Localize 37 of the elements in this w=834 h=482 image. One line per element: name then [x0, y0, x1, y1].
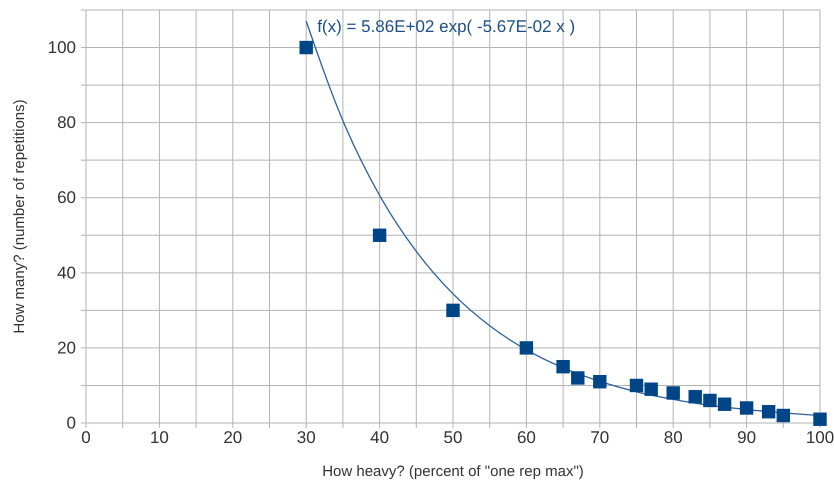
- x-tick-label: 30: [296, 428, 316, 448]
- y-tick-label: 20: [57, 338, 76, 358]
- x-tick-label: 10: [150, 428, 169, 448]
- point: [666, 386, 680, 400]
- y-tick-label: 60: [57, 188, 76, 208]
- point: [644, 382, 658, 396]
- point: [762, 405, 776, 418]
- point: [571, 371, 584, 385]
- point: [520, 341, 534, 355]
- x-tick-label: 20: [223, 428, 242, 448]
- point: [776, 408, 790, 422]
- x-tick-label: 40: [370, 428, 390, 448]
- point: [718, 398, 732, 411]
- point: [630, 378, 644, 392]
- x-tick-label: 100: [806, 428, 834, 448]
- y-axis-title: How many? (number of repetitions): [11, 99, 28, 334]
- x-tick-label: 90: [737, 428, 756, 448]
- point: [446, 304, 460, 318]
- x-tick-label: 80: [664, 428, 683, 448]
- point: [813, 412, 827, 426]
- point: [688, 390, 702, 404]
- x-tick-label: 60: [516, 428, 536, 448]
- x-tick-label: 70: [590, 428, 610, 448]
- x-tick-label: 50: [444, 428, 462, 448]
- point: [372, 228, 386, 242]
- point: [740, 401, 754, 415]
- x-tick-label: 0: [81, 428, 91, 448]
- point: [556, 360, 570, 374]
- y-tick-label: 0: [66, 413, 76, 432]
- point: [703, 394, 717, 408]
- y-tick-label: 80: [57, 113, 76, 132]
- x-axis-title: How heavy? (percent of "one rep max"): [322, 463, 584, 480]
- annotation: f(x) = 5.86E+02 exp( -5.67E-02 x ): [317, 17, 576, 36]
- y-tick-label: 40: [57, 263, 76, 282]
- y-tick-label: 100: [48, 38, 76, 57]
- point: [299, 40, 313, 54]
- point: [593, 374, 607, 388]
